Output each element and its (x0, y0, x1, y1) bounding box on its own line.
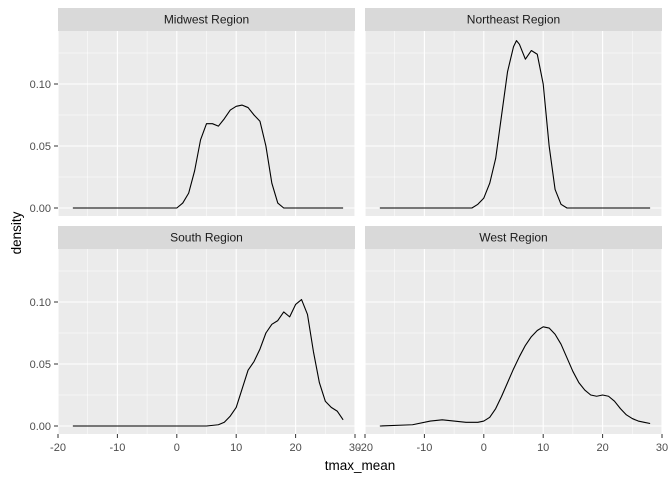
x-tick-label: 20 (596, 442, 608, 454)
y-tick-label: 0.05 (30, 359, 51, 371)
y-axis-title: density (9, 211, 24, 254)
x-tick-label: 10 (537, 442, 549, 454)
facet-strip-midwest-region (58, 8, 355, 31)
facet-panel-west-region: West Region (364, 226, 663, 434)
facet-panel-south-region: South Region (57, 226, 356, 434)
x-tick-label: 30 (656, 442, 668, 454)
x-tick-label: -20 (357, 442, 373, 454)
density-line-northeast-region (379, 40, 651, 209)
facet-panel-northeast-region: Northeast Region (364, 8, 663, 216)
x-tick-label: -10 (109, 442, 125, 454)
x-axis-ticks: -20 -10 0 10 20 30-20 -10 0 10 20 30 (50, 434, 668, 454)
density-line-midwest-region (72, 104, 344, 209)
y-tick-label: 0.10 (30, 297, 51, 309)
panels-layer: Midwest Region Northeast Region South Regi… (57, 8, 663, 434)
y-tick-label: 0.05 (30, 141, 51, 153)
facet-strip-label: South Region (170, 231, 243, 245)
x-tick-label: -10 (416, 442, 432, 454)
x-tick-label: 0 (481, 442, 487, 454)
x-tick-label: 0 (174, 442, 180, 454)
x-axis-title: tmax_mean (325, 458, 396, 473)
x-tick-label: 20 (289, 442, 301, 454)
x-tick-label: 10 (230, 442, 242, 454)
facet-strip-label: Northeast Region (467, 13, 560, 27)
facet-strip-south-region (58, 226, 355, 249)
density-line-west-region (379, 326, 651, 427)
facet-strip-label: West Region (479, 231, 547, 245)
x-tick-label: 30 (349, 442, 361, 454)
density-line-south-region (72, 298, 344, 427)
facet-strip-west-region (365, 226, 662, 249)
x-tick-label: -20 (50, 442, 66, 454)
facet-panel-midwest-region: Midwest Region (57, 8, 356, 216)
y-tick-label: 0.00 (30, 203, 51, 215)
facet-strip-label: Midwest Region (164, 13, 249, 27)
y-tick-label: 0.00 (30, 421, 51, 433)
y-axis-ticks: 0.00 0.05 0.10 0.00 0.05 0.10 (30, 79, 58, 433)
y-tick-label: 0.10 (30, 79, 51, 91)
facet-strip-northeast-region (365, 8, 662, 31)
